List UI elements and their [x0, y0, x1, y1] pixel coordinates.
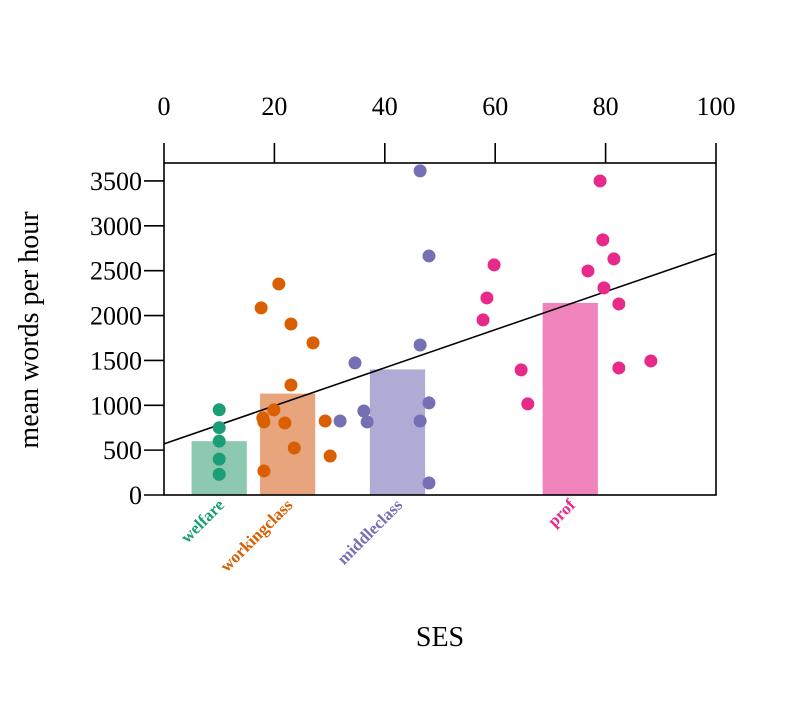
- data-point: [323, 449, 337, 463]
- bar: [542, 302, 598, 495]
- data-point: [476, 313, 490, 327]
- y-tick-label: 1500: [90, 346, 142, 375]
- data-point: [422, 396, 436, 410]
- data-point: [644, 354, 658, 368]
- data-point: [212, 403, 226, 417]
- data-point: [306, 336, 320, 350]
- data-point: [413, 414, 427, 428]
- y-tick-label: 3500: [90, 167, 142, 196]
- data-point: [287, 441, 301, 455]
- data-point: [487, 258, 501, 272]
- data-point: [333, 414, 347, 428]
- data-point: [422, 476, 436, 490]
- data-point: [348, 356, 362, 370]
- data-point: [267, 403, 281, 417]
- plot-frame: [163, 162, 717, 496]
- data-point: [597, 281, 611, 295]
- x-tick-label: 100: [697, 92, 736, 121]
- y-tick-label: 2500: [90, 257, 142, 286]
- x-axis-label: SES: [416, 622, 464, 653]
- data-point: [284, 317, 298, 331]
- x-tick-label: 0: [158, 92, 171, 121]
- fit-line: [163, 252, 717, 445]
- data-point: [257, 415, 271, 429]
- y-tick-label: 0: [129, 481, 142, 510]
- y-tick-label: 1000: [90, 391, 142, 420]
- data-point: [422, 249, 436, 263]
- data-point: [257, 464, 271, 478]
- data-point: [212, 421, 226, 435]
- data-point: [612, 297, 626, 311]
- data-point: [357, 404, 371, 418]
- data-point: [593, 174, 607, 188]
- data-point: [284, 378, 298, 392]
- data-point: [272, 277, 286, 291]
- y-axis-label: mean words per hour: [14, 211, 45, 449]
- data-point: [278, 416, 292, 430]
- data-point: [360, 415, 374, 429]
- data-point: [581, 264, 595, 278]
- data-point: [612, 361, 626, 375]
- data-point: [413, 338, 427, 352]
- data-point: [212, 452, 226, 466]
- data-point: [596, 233, 610, 247]
- data-point: [212, 467, 226, 481]
- y-tick-label: 3000: [90, 212, 142, 241]
- x-tick-label: 60: [482, 92, 508, 121]
- bar: [369, 369, 426, 495]
- x-tick-label: 20: [261, 92, 287, 121]
- data-point: [480, 291, 494, 305]
- data-point: [254, 301, 268, 315]
- data-point: [318, 414, 332, 428]
- data-point: [413, 164, 427, 178]
- data-point: [212, 434, 226, 448]
- y-tick-label: 500: [103, 436, 142, 465]
- x-tick-label: 80: [593, 92, 619, 121]
- x-tick-label: 40: [372, 92, 398, 121]
- y-tick-label: 2000: [90, 302, 142, 331]
- data-point: [514, 363, 528, 377]
- data-point: [521, 397, 535, 411]
- data-point: [607, 252, 621, 266]
